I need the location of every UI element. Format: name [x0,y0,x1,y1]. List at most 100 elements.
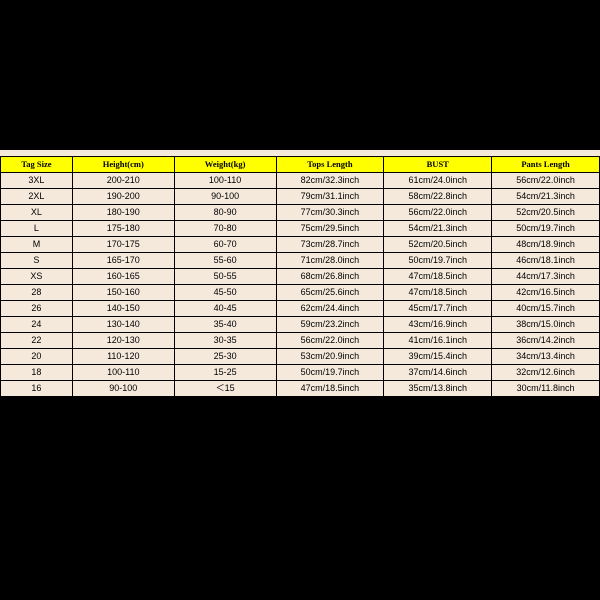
table-cell: 100-110 [174,173,276,189]
table-cell: 15-25 [174,365,276,381]
col-header: Height(cm) [72,157,174,173]
table-cell: 160-165 [72,269,174,285]
table-row: 2XL190-20090-10079cm/31.1inch58cm/22.8in… [1,189,600,205]
table-cell: 71cm/28.0inch [276,253,384,269]
table-cell: 32cm/12.6inch [492,365,600,381]
table-row: 26140-15040-4562cm/24.4inch45cm/17.7inch… [1,301,600,317]
table-cell: 80-90 [174,205,276,221]
table-cell: 68cm/26.8inch [276,269,384,285]
table-cell: 140-150 [72,301,174,317]
table-cell: 16 [1,381,73,397]
table-cell: 30-35 [174,333,276,349]
table-cell: 75cm/29.5inch [276,221,384,237]
table-cell: 35-40 [174,317,276,333]
table-cell: 73cm/28.7inch [276,237,384,253]
table-cell: XL [1,205,73,221]
table-cell: 59cm/23.2inch [276,317,384,333]
table-cell: 30cm/11.8inch [492,381,600,397]
table-cell: 200-210 [72,173,174,189]
table-cell: 50cm/19.7inch [276,365,384,381]
table-cell: 45cm/17.7inch [384,301,492,317]
table-cell: 56cm/22.0inch [276,333,384,349]
table-cell: 34cm/13.4inch [492,349,600,365]
table-cell: 190-200 [72,189,174,205]
table-cell: 3XL [1,173,73,189]
col-header: Tag Size [1,157,73,173]
table-cell: 47cm/18.5inch [384,285,492,301]
table-row: 28150-16045-5065cm/25.6inch47cm/18.5inch… [1,285,600,301]
table-cell: 79cm/31.1inch [276,189,384,205]
table-cell: 47cm/18.5inch [384,269,492,285]
table-row: 3XL200-210100-11082cm/32.3inch61cm/24.0i… [1,173,600,189]
table-cell: 46cm/18.1inch [492,253,600,269]
table-row: 18100-11015-2550cm/19.7inch37cm/14.6inch… [1,365,600,381]
table-cell: 65cm/25.6inch [276,285,384,301]
table-cell: 20 [1,349,73,365]
table-cell: 58cm/22.8inch [384,189,492,205]
table-cell: 42cm/16.5inch [492,285,600,301]
table-row: XL180-19080-9077cm/30.3inch56cm/22.0inch… [1,205,600,221]
table-cell: 110-120 [72,349,174,365]
table-cell: 50-55 [174,269,276,285]
table-cell: 175-180 [72,221,174,237]
table-cell: 52cm/20.5inch [384,237,492,253]
table-cell: 130-140 [72,317,174,333]
table-cell: 56cm/22.0inch [384,205,492,221]
table-cell: 40-45 [174,301,276,317]
table-cell: 2XL [1,189,73,205]
table-body: 3XL200-210100-11082cm/32.3inch61cm/24.0i… [1,173,600,397]
table-cell: 165-170 [72,253,174,269]
table-row: 22120-13030-3556cm/22.0inch41cm/16.1inch… [1,333,600,349]
table-cell: 170-175 [72,237,174,253]
table-row: 20110-12025-3053cm/20.9inch39cm/15.4inch… [1,349,600,365]
table-cell: 38cm/15.0inch [492,317,600,333]
table-cell: 150-160 [72,285,174,301]
table-cell: 60-70 [174,237,276,253]
table-cell: 47cm/18.5inch [276,381,384,397]
table-row: 24130-14035-4059cm/23.2inch43cm/16.9inch… [1,317,600,333]
table-cell: 90-100 [174,189,276,205]
table-cell: 77cm/30.3inch [276,205,384,221]
table-cell: 50cm/19.7inch [384,253,492,269]
table-cell: 180-190 [72,205,174,221]
table-header-row: Tag SizeHeight(cm)Weight(kg)Tops LengthB… [1,157,600,173]
table-row: XS160-16550-5568cm/26.8inch47cm/18.5inch… [1,269,600,285]
size-chart-table: Tag SizeHeight(cm)Weight(kg)Tops LengthB… [0,156,600,397]
table-cell: 54cm/21.3inch [492,189,600,205]
col-header: Weight(kg) [174,157,276,173]
table-cell: 82cm/32.3inch [276,173,384,189]
table-cell: 18 [1,365,73,381]
table-cell: 43cm/16.9inch [384,317,492,333]
table-cell: 45-50 [174,285,276,301]
table-cell: 41cm/16.1inch [384,333,492,349]
table-cell: 24 [1,317,73,333]
table-cell: L [1,221,73,237]
table-cell: M [1,237,73,253]
table-cell: XS [1,269,73,285]
table-cell: 40cm/15.7inch [492,301,600,317]
table-cell: 50cm/19.7inch [492,221,600,237]
table-row: 1690-100＜1547cm/18.5inch35cm/13.8inch30c… [1,381,600,397]
stage: Tag SizeHeight(cm)Weight(kg)Tops LengthB… [0,0,600,600]
table-row: S165-17055-6071cm/28.0inch50cm/19.7inch4… [1,253,600,269]
table-cell: 22 [1,333,73,349]
table-cell: 56cm/22.0inch [492,173,600,189]
table-cell: 90-100 [72,381,174,397]
table-cell: 52cm/20.5inch [492,205,600,221]
table-cell: 39cm/15.4inch [384,349,492,365]
col-header: Pants Length [492,157,600,173]
table-row: L175-18070-8075cm/29.5inch54cm/21.3inch5… [1,221,600,237]
table-cell: 54cm/21.3inch [384,221,492,237]
table-cell: 53cm/20.9inch [276,349,384,365]
size-chart-sheet: Tag SizeHeight(cm)Weight(kg)Tops LengthB… [0,150,600,397]
table-cell: 37cm/14.6inch [384,365,492,381]
table-cell: 28 [1,285,73,301]
table-cell: 25-30 [174,349,276,365]
table-cell: 36cm/14.2inch [492,333,600,349]
table-cell: S [1,253,73,269]
table-row: M170-17560-7073cm/28.7inch52cm/20.5inch4… [1,237,600,253]
table-cell: 120-130 [72,333,174,349]
table-cell: 35cm/13.8inch [384,381,492,397]
table-cell: 61cm/24.0inch [384,173,492,189]
table-cell: 26 [1,301,73,317]
